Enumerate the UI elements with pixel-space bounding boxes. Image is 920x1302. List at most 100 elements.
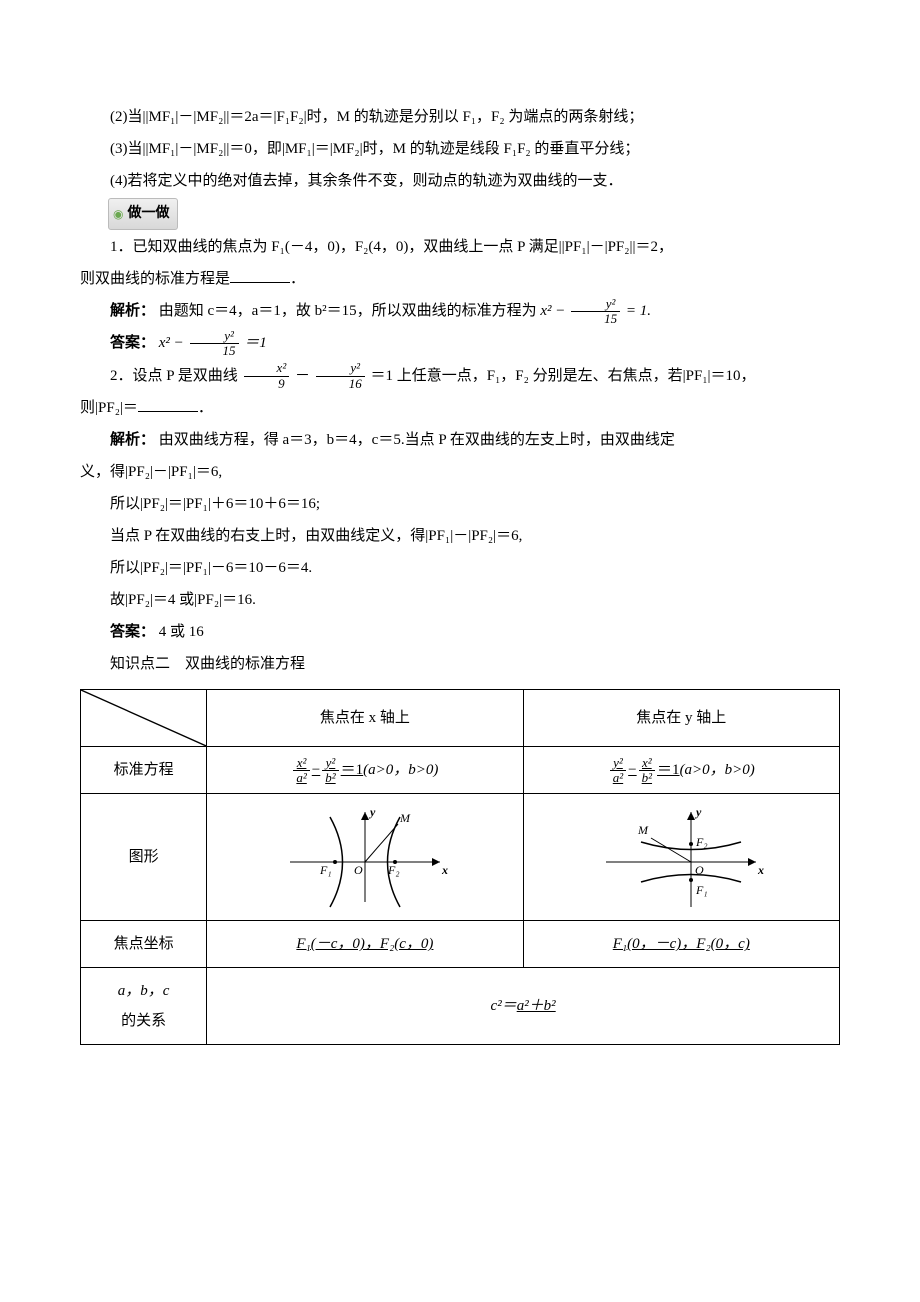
definition-note-3: (3)当||MF₁|－|MF₂||＝0，即|MF₁|＝|MF₂|时，M 的轨迹是… <box>80 134 840 164</box>
col-header-y: 焦点在 y 轴上 <box>523 690 839 747</box>
table-row: a，b，c 的关系 c²＝a²＋b² <box>81 968 840 1045</box>
do-it-label: 做一做 <box>127 200 169 228</box>
solution-label: 解析： <box>110 303 155 319</box>
q2-sol1-text: 由双曲线方程，得 a＝3，b＝4，c＝5.当点 P 在双曲线的左支上时，由双曲线… <box>159 432 675 448</box>
foci-y: F₁(0，－c)，F₂(0，c) <box>523 921 839 968</box>
axis-y-label: y <box>694 805 702 819</box>
q2-frac2: y² 16 <box>316 361 365 391</box>
m-label: M <box>399 811 411 825</box>
q1-stem-line2: 则双曲线的标准方程是． <box>80 264 840 294</box>
q2-sol-4: 所以|PF₂|＝|PF₁|－6＝10－6＝4. <box>80 553 840 583</box>
frac-num: y² <box>322 756 338 771</box>
frac-num: x² <box>293 756 309 771</box>
frac-num: x² <box>244 361 290 376</box>
frac-den: b² <box>322 771 338 785</box>
q1-sol-rhs: = 1. <box>626 303 651 319</box>
f1-label: F₁ <box>319 863 332 877</box>
table-row: 标准方程 x² a² − y² b² ＝1(a>0，b>0) y² a² − x… <box>81 747 840 794</box>
f1-label: F₁ <box>695 883 708 897</box>
axis-x-label: x <box>441 863 448 877</box>
frac-num: x² <box>639 756 655 771</box>
diag-header-cell <box>81 690 207 747</box>
row-label-foci: 焦点坐标 <box>81 921 207 968</box>
col-header-x: 焦点在 x 轴上 <box>207 690 523 747</box>
frac-den: 9 <box>244 377 290 391</box>
row-label-abc: a，b，c 的关系 <box>81 968 207 1045</box>
diagonal-line-icon <box>81 690 206 746</box>
graph-y-cell: x y O F₂ F₁ M <box>523 794 839 921</box>
q2-sol-5: 故|PF₂|＝4 或|PF₂|＝16. <box>80 585 840 615</box>
foci-x: F₁(－c，0)，F₂(c，0) <box>207 921 523 968</box>
q1-ans-frac: y² 15 <box>190 329 239 359</box>
q2-answer: 答案： 4 或 16 <box>80 617 840 647</box>
row-label-eq: 标准方程 <box>81 747 207 794</box>
q2-stem-b: 则|PF₂|＝ <box>80 400 138 416</box>
frac-den: a² <box>293 771 309 785</box>
q1-ans-lhs: x² − <box>159 335 188 351</box>
table-row: 焦点在 x 轴上 焦点在 y 轴上 <box>81 690 840 747</box>
eq-eq: ＝1 <box>657 762 680 778</box>
eq-y-axis: y² a² − x² b² ＝1(a>0，b>0) <box>523 747 839 794</box>
q2-frac1: x² 9 <box>244 361 290 391</box>
q1-sol-lhs: x² − <box>540 303 569 319</box>
definition-note-2: (2)当||MF₁|－|MF₂||＝2a＝|F₁F₂|时，M 的轨迹是分别以 F… <box>80 102 840 132</box>
frac-den: 16 <box>316 377 365 391</box>
q2-sol-3: 当点 P 在双曲线的右支上时，由双曲线定义，得|PF₁|－|PF₂|＝6, <box>80 521 840 551</box>
q1-answer: 答案： x² − y² 15 ＝1 <box>80 328 840 358</box>
abc-label-1: a，b，c <box>118 983 170 999</box>
eq-frac: x² b² <box>639 756 655 786</box>
blank-field <box>230 267 290 283</box>
graph-x-cell: x y O F₁ F₂ M <box>207 794 523 921</box>
foci-y-text: F₁(0，－c)，F₂(0，c) <box>613 936 750 952</box>
table-row: 图形 x y O F₁ F₂ M <box>81 794 840 921</box>
eq-eq: ＝1 <box>341 762 364 778</box>
answer-label: 答案： <box>110 335 155 351</box>
origin-label: O <box>354 863 363 877</box>
eq-frac: y² a² <box>610 756 626 786</box>
hyperbola-standard-table: 焦点在 x 轴上 焦点在 y 轴上 标准方程 x² a² − y² b² ＝1(… <box>80 689 840 1045</box>
abc-pre: c²＝ <box>491 998 517 1014</box>
frac-num: y² <box>571 297 620 312</box>
q1-sol-text: 由题知 c＝4，a＝1，故 b²＝15，所以双曲线的标准方程为 <box>159 303 541 319</box>
frac-den: 15 <box>571 312 620 326</box>
q2-sol-1: 解析： 由双曲线方程，得 a＝3，b＝4，c＝5.当点 P 在双曲线的左支上时，… <box>80 425 840 455</box>
eq-cond: (a>0，b>0) <box>680 762 755 778</box>
q2-sol-2: 所以|PF₂|＝|PF₁|＋6＝10＋6＝16; <box>80 489 840 519</box>
q1-solution: 解析： 由题知 c＝4，a＝1，故 b²＝15，所以双曲线的标准方程为 x² −… <box>80 296 840 326</box>
f2-label: F₂ <box>695 835 708 849</box>
axis-x-label: x <box>757 863 764 877</box>
q2-stem-pre: 2．设点 P 是双曲线 <box>110 368 238 384</box>
axis-y-label: y <box>368 805 376 819</box>
abc-label-2: 的关系 <box>121 1013 166 1029</box>
frac-den: a² <box>610 771 626 785</box>
q2-stem-line1: 2．设点 P 是双曲线 x² 9 － y² 16 ＝1 上任意一点，F₁，F₂ … <box>80 361 840 391</box>
bullet-icon: ◉ <box>113 202 123 226</box>
do-it-heading: ◉ 做一做 <box>108 198 178 230</box>
eq-x-axis: x² a² − y² b² ＝1(a>0，b>0) <box>207 747 523 794</box>
frac-num: y² <box>190 329 239 344</box>
eq-cond: (a>0，b>0) <box>363 762 438 778</box>
solution-label: 解析： <box>110 432 155 448</box>
table-row: 焦点坐标 F₁(－c，0)，F₂(c，0) F₁(0，－c)，F₂(0，c) <box>81 921 840 968</box>
q1-sol-frac: y² 15 <box>571 297 620 327</box>
foci-x-text: F₁(－c，0)，F₂(c，0) <box>296 936 433 952</box>
hyperbola-x-graph: x y O F₁ F₂ M <box>280 802 450 912</box>
q1-ans-rhs: ＝1 <box>244 335 267 351</box>
frac-num: y² <box>610 756 626 771</box>
eq-frac: x² a² <box>293 756 309 786</box>
abc-relation: c²＝a²＋b² <box>207 968 840 1045</box>
definition-note-4: (4)若将定义中的绝对值去掉，其余条件不变，则动点的轨迹为双曲线的一支． <box>80 166 840 196</box>
frac-num: y² <box>316 361 365 376</box>
answer-label: 答案： <box>110 624 155 640</box>
hyperbola-y-graph: x y O F₂ F₁ M <box>596 802 766 912</box>
frac-den: b² <box>639 771 655 785</box>
origin-label: O <box>695 863 704 877</box>
q2-minus: － <box>295 368 310 384</box>
q2-stem-line2: 则|PF₂|＝． <box>80 393 840 423</box>
knowledge-point-2: 知识点二 双曲线的标准方程 <box>80 649 840 679</box>
q2-sol-1b: 义，得|PF₂|－|PF₁|＝6, <box>80 457 840 487</box>
abc-u: a²＋b² <box>517 998 556 1014</box>
m-label: M <box>637 823 649 837</box>
q1-stem-line1: 1．已知双曲线的焦点为 F₁(－4，0)，F₂(4，0)，双曲线上一点 P 满足… <box>80 232 840 262</box>
q2-stem-post: ＝1 上任意一点，F₁，F₂ 分别是左、右焦点，若|PF₁|＝10， <box>370 368 755 384</box>
